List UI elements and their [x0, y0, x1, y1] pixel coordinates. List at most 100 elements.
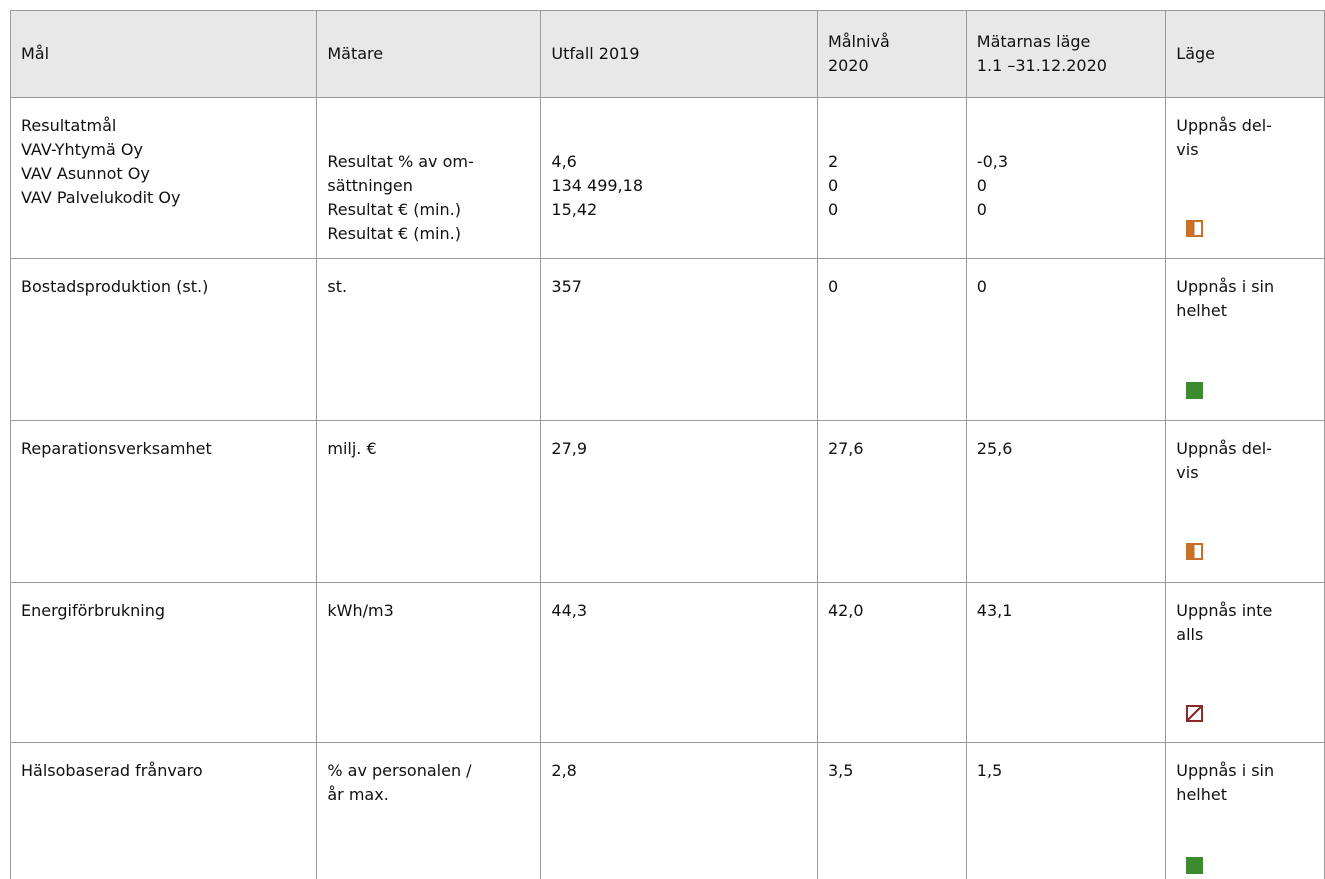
table-row: Resultatmål VAV-Yhtymä Oy VAV Asunnot Oy VA…	[9, 97, 1325, 259]
table-cell: 3,5	[816, 742, 967, 879]
table-cell: 27,6	[816, 420, 967, 583]
cell-line: 0	[827, 200, 839, 219]
table-cell: Hälsobaserad frånvaro	[9, 742, 318, 879]
cell-line: 2020	[827, 56, 869, 75]
cell-line: Uppnås inte	[1176, 601, 1273, 620]
cell-line: 134 499,18	[551, 176, 643, 195]
table-row: Reparationsverksamhet milj. € 27,9 27,6 25,6…	[9, 420, 1325, 583]
cell-line: 2	[827, 152, 839, 171]
cell-line: Mätare	[327, 44, 384, 63]
cell-line: VAV-Yhtymä Oy	[21, 140, 143, 159]
table-header: Mål Mätare Utfall 2019 Målnivå 2020 Mätarnas …	[9, 10, 1325, 98]
header-cell: Läge	[1165, 10, 1325, 98]
cell-line: milj. €	[327, 439, 377, 458]
table: Mål Mätare Utfall 2019 Målnivå 2020 Mätarnas …	[9, 10, 1325, 879]
cell-line: kWh/m3	[327, 601, 394, 620]
cell-line: 2,8	[551, 761, 577, 780]
table-cell: 2 0 0	[816, 97, 967, 259]
status-partial-icon	[1186, 543, 1203, 560]
table-cell: 43,1	[965, 582, 1167, 743]
cell-line: Resultat € (min.)	[327, 224, 461, 243]
cell-line: 25,6	[976, 439, 1013, 458]
cell-line: Läge	[1176, 44, 1216, 63]
table-cell: kWh/m3	[316, 582, 542, 743]
cell-line: Hälsobaserad frånvaro	[21, 761, 203, 780]
cell-line: Mål	[21, 44, 50, 63]
cell-line: sättningen	[327, 176, 413, 195]
header-cell: Mål	[9, 10, 318, 98]
cell-line: Uppnås del-	[1176, 439, 1272, 458]
cell-line: -0,3	[976, 152, 1009, 171]
table-cell: 1,5	[965, 742, 1167, 879]
table-cell: 25,6	[965, 420, 1167, 583]
status-full-icon	[1186, 382, 1203, 399]
cell-line: vis	[1176, 463, 1199, 482]
cell-line: Uppnås i sin	[1176, 277, 1275, 296]
table-cell: st.	[316, 258, 542, 421]
cell-line: st.	[327, 277, 348, 296]
table-cell: Reparationsverksamhet	[9, 420, 318, 583]
table-row: Energiförbrukning kWh/m3 44,3 42,0 43,1 Uppnå…	[9, 582, 1325, 743]
cell-line: Målnivå	[827, 32, 890, 51]
table-cell: Resultat % av om-sättningen Resultat € (m…	[316, 97, 542, 259]
table-row: Hälsobaserad frånvaro % av personalen / år…	[9, 742, 1325, 879]
table-cell: 357	[540, 258, 818, 421]
table-cell: 2,8	[540, 742, 818, 879]
table-cell: milj. €	[316, 420, 542, 583]
table-row: Bostadsproduktion (st.) st. 357 0 0 Uppnås i …	[9, 258, 1325, 421]
status-full-icon	[1186, 857, 1203, 874]
cell-line: 0	[976, 200, 987, 219]
header-row: Mål Mätare Utfall 2019 Målnivå 2020 Mätarnas …	[9, 10, 1325, 98]
table-cell: 44,3	[540, 582, 818, 743]
status-none-icon	[1186, 705, 1203, 722]
cell-line: Resultat % av om-	[327, 152, 474, 171]
table-cell: Energiförbrukning	[9, 582, 318, 743]
cell-line: Resultatmål	[21, 116, 117, 135]
cell-line: 27,6	[827, 439, 864, 458]
cell-line: 27,9	[551, 439, 588, 458]
table-cell: 4,6 134 499,18 15,42	[540, 97, 818, 259]
cell-line: % av personalen /	[327, 761, 472, 780]
cell-line: helhet	[1176, 301, 1227, 320]
table-body: Resultatmål VAV-Yhtymä Oy VAV Asunnot Oy VA…	[9, 97, 1325, 879]
table-cell: 0	[816, 258, 967, 421]
table-cell: % av personalen / år max.	[316, 742, 542, 879]
table-cell: 42,0	[816, 582, 967, 743]
cell-line: 1.1 –31.12.2020	[976, 56, 1107, 75]
header-cell: Målnivå 2020	[816, 10, 967, 98]
header-cell: Mätare	[316, 10, 542, 98]
cell-line: alls	[1176, 625, 1204, 644]
cell-line: 0	[976, 277, 987, 296]
cell-line: Resultat € (min.)	[327, 200, 461, 219]
header-cell: Utfall 2019	[540, 10, 818, 98]
table-cell: 0	[965, 258, 1167, 421]
table-cell: Bostadsproduktion (st.)	[9, 258, 318, 421]
cell-line: 43,1	[976, 601, 1013, 620]
cell-line: Uppnås i sin	[1176, 761, 1275, 780]
cell-line: Bostadsproduktion (st.)	[21, 277, 209, 296]
header-cell: Mätarnas läge 1.1 –31.12.2020	[965, 10, 1167, 98]
cell-line: 1,5	[976, 761, 1003, 780]
status-partial-icon	[1186, 220, 1203, 237]
cell-line: 44,3	[551, 601, 588, 620]
cell-line: 15,42	[551, 200, 598, 219]
cell-line: 42,0	[827, 601, 864, 620]
cell-line: 4,6	[551, 152, 577, 171]
cell-line: 0	[976, 176, 987, 195]
table-cell: Resultatmål VAV-Yhtymä Oy VAV Asunnot Oy VA…	[9, 97, 318, 259]
cell-line: 0	[827, 176, 839, 195]
cell-line: 3,5	[827, 761, 854, 780]
cell-line: år max.	[327, 785, 389, 804]
cell-line: Utfall 2019	[551, 44, 640, 63]
cell-line: VAV Palvelukodit Oy	[21, 188, 181, 207]
table-cell: 27,9	[540, 420, 818, 583]
table-cell: -0,3 0 0	[965, 97, 1167, 259]
cell-line: vis	[1176, 140, 1199, 159]
cell-line: VAV Asunnot Oy	[21, 164, 150, 183]
cell-line: helhet	[1176, 785, 1227, 804]
cell-line: Uppnås del-	[1176, 116, 1272, 135]
table-cell: Uppnås i sin helhet	[1165, 742, 1325, 879]
cell-line: Reparationsverksamhet	[21, 439, 212, 458]
cell-line: 357	[551, 277, 582, 296]
